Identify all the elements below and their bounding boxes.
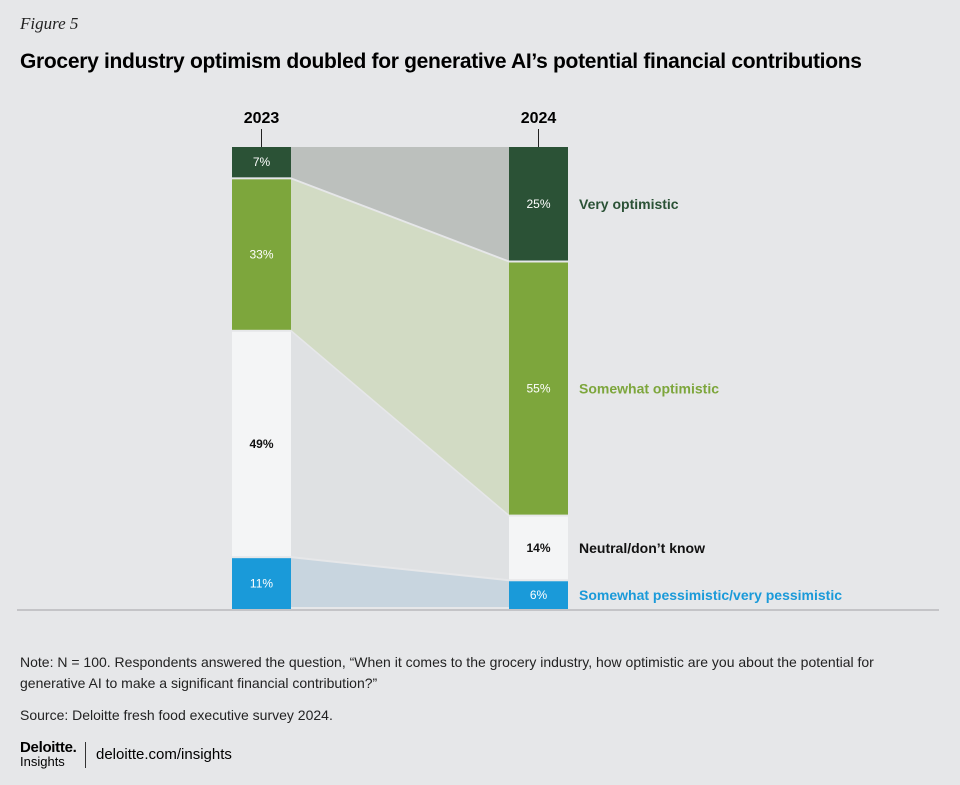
ribbon-pessimistic <box>291 558 509 607</box>
bar-2024-somewhat-optimistic <box>509 262 568 515</box>
ribbon-somewhat-optimistic <box>291 179 509 515</box>
legend-very-optimistic: Very optimistic <box>579 196 679 212</box>
year-label-2024: 2024 <box>521 110 557 127</box>
value-label-2023-pessimistic: 11% <box>250 577 273 591</box>
figure-label: Figure 5 <box>20 14 79 33</box>
slope-chart: 2023 7% 33% 49% 11% 2024 25% 55% 14% 6% Very optim… <box>17 110 939 611</box>
value-label-2024-pessimistic: 6% <box>530 588 548 602</box>
site-link[interactable]: deloitte.com/insights <box>96 746 232 763</box>
value-label-2023-very-optimistic: 7% <box>253 155 271 169</box>
bar-2023-neutral <box>232 331 291 557</box>
chart-source: Source: Deloitte fresh food executive su… <box>20 707 333 723</box>
logo-subtitle: Insights <box>20 754 65 769</box>
bar-2023-somewhat-optimistic <box>232 179 291 330</box>
legend-neutral: Neutral/don’t know <box>579 540 705 556</box>
value-label-2023-neutral: 49% <box>249 437 273 451</box>
logo-wordmark: Deloitte <box>20 739 73 756</box>
ribbon-neutral <box>291 331 509 580</box>
legend-somewhat-optimistic: Somewhat optimistic <box>579 381 719 397</box>
deloitte-logo[interactable]: Deloitte. Insights <box>20 740 90 769</box>
bar-2024-neutral <box>509 516 568 580</box>
bar-2024-pessimistic <box>509 581 568 609</box>
year-label-2023: 2023 <box>244 110 280 127</box>
value-label-2024-very-optimistic: 25% <box>526 197 550 211</box>
chart-note: Note: N = 100. Respondents answered the … <box>20 654 874 691</box>
chart-title: Grocery industry optimism doubled for ge… <box>20 50 862 73</box>
bar-2024-very-optimistic <box>509 147 568 261</box>
value-label-2023-somewhat-optimistic: 33% <box>249 248 273 262</box>
logo-dot: . <box>72 739 77 756</box>
ribbon-very-optimistic <box>291 147 509 261</box>
bar-2023-pessimistic <box>232 558 291 609</box>
value-label-2024-somewhat-optimistic: 55% <box>526 382 550 396</box>
bar-2023-very-optimistic <box>232 147 291 178</box>
value-label-2024-neutral: 14% <box>526 541 550 555</box>
legend-pessimistic: Somewhat pessimistic/very pessimistic <box>579 587 842 603</box>
footer-divider <box>85 742 86 768</box>
